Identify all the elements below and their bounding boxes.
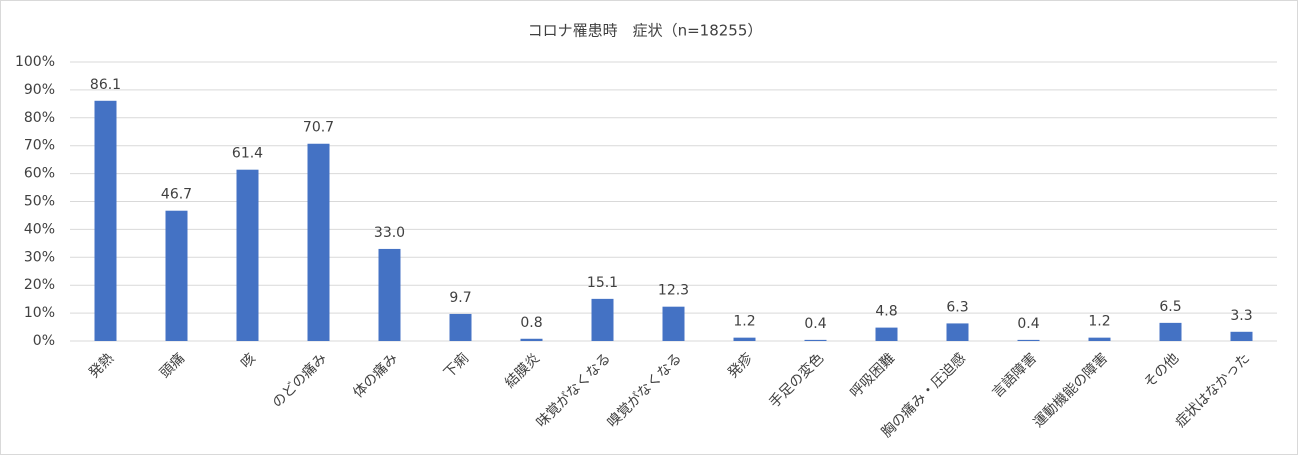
bar (946, 323, 969, 341)
bar (1159, 322, 1182, 341)
bar (1088, 337, 1111, 341)
bar (875, 327, 898, 341)
bar (449, 313, 472, 341)
y-tick-label: 80% (24, 110, 55, 126)
bar (591, 298, 614, 341)
data-label: 4.8 (875, 304, 897, 320)
data-label: 0.8 (520, 315, 542, 331)
bar (1017, 339, 1040, 341)
data-label: 3.3 (1230, 308, 1252, 324)
data-label: 86.1 (90, 77, 121, 93)
bar (378, 248, 401, 341)
data-label: 1.2 (733, 314, 755, 330)
y-tick-label: 50% (24, 194, 55, 210)
bar (236, 169, 259, 341)
data-label: 0.4 (804, 316, 826, 332)
data-label: 33.0 (374, 225, 405, 241)
data-label: 1.2 (1088, 314, 1110, 330)
bar (804, 339, 827, 341)
data-label: 70.7 (303, 120, 334, 136)
data-label: 12.3 (658, 283, 689, 299)
data-label: 46.7 (161, 187, 192, 203)
bar (520, 338, 543, 341)
bar (94, 100, 117, 341)
data-label: 9.7 (449, 290, 471, 306)
y-tick-label: 30% (24, 249, 55, 265)
data-label: 6.5 (1159, 299, 1181, 315)
bar (165, 210, 188, 341)
data-label: 0.4 (1017, 316, 1039, 332)
data-label: 6.3 (946, 299, 968, 315)
bar (662, 306, 685, 341)
y-tick-label: 90% (24, 82, 55, 98)
bar (307, 143, 330, 341)
bar (1230, 331, 1253, 341)
y-tick-label: 20% (24, 277, 55, 293)
y-tick-label: 60% (24, 166, 55, 182)
y-tick-label: 0% (33, 333, 55, 349)
y-tick-label: 10% (24, 305, 55, 321)
bar (733, 337, 756, 341)
data-label: 61.4 (232, 146, 263, 162)
data-label: 15.1 (587, 275, 618, 291)
y-tick-label: 40% (24, 221, 55, 237)
chart-title: コロナ罹患時 症状（n=18255） (528, 22, 763, 40)
y-tick-label: 70% (24, 138, 55, 154)
y-tick-label: 100% (15, 54, 55, 70)
